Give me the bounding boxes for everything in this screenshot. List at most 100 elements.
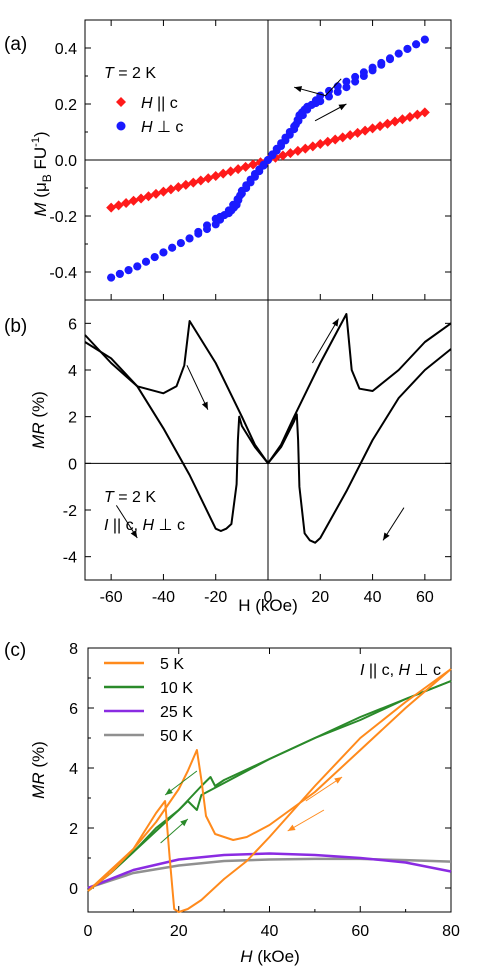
panel-c-curve-25-k (87, 852, 452, 890)
data-point-h-perp-c (246, 175, 255, 184)
data-point-h-par-c (203, 173, 214, 184)
legend-label-h-par-c: H || c (141, 95, 178, 112)
data-point-h-par-c (352, 127, 363, 138)
data-point-h-perp-c (342, 83, 351, 92)
data-point-h-perp-c (333, 82, 342, 91)
panel-b-annotation-geometry: I || c, H ⊥ c (104, 517, 185, 534)
data-point-h-par-c (136, 193, 147, 204)
data-point-h-par-c (315, 139, 326, 150)
panel-b-annotation-temperature: T = 2 K (104, 489, 156, 506)
panel-b-arrow-right-lower-head (383, 532, 390, 541)
data-point-h-par-c (233, 164, 244, 175)
data-point-h-perp-c (359, 68, 368, 77)
data-point-h-par-c (121, 198, 132, 209)
data-point-h-par-c (218, 168, 229, 179)
data-point-h-par-c (330, 134, 341, 145)
panel-a-ytick-labels: 0.4 0.2 0.0 -0.2 -0.4 (49, 41, 77, 282)
data-point-h-par-c (292, 145, 303, 156)
data-point-h-par-c (412, 109, 423, 120)
panel-c-plot (87, 647, 452, 913)
data-point-h-perp-c (333, 87, 342, 96)
data-point-h-par-c (225, 166, 236, 177)
panel-a-ytick-label: -0.2 (49, 209, 77, 226)
panel-b-ytick-label: 2 (68, 410, 77, 427)
data-point-h-perp-c (277, 139, 286, 148)
data-point-h-par-c (277, 150, 288, 161)
data-point-h-perp-c (290, 122, 299, 131)
panel-b-xtick-label: 40 (364, 589, 382, 606)
data-point-h-perp-c (420, 35, 429, 44)
data-point-h-par-c (307, 141, 318, 152)
panel-c-xtick-label: 40 (261, 923, 279, 940)
panel-c-arrow-orange-down-head (287, 824, 296, 831)
data-point-h-perp-c (281, 133, 290, 142)
panel-a-temperature: T = 2 K (104, 65, 156, 82)
data-point-h-par-c (165, 184, 176, 195)
panel-c-label: (c) (4, 640, 26, 661)
legend-label-5-k: 5 K (160, 656, 184, 673)
data-point-h-par-c (113, 200, 124, 211)
panel-c-curve-10-k-down (87, 680, 452, 892)
panel-b-xtick-label: 20 (311, 589, 329, 606)
data-point-h-perp-c (211, 220, 220, 229)
panel-b-arrow-left-upper-shaft (186, 365, 209, 410)
panel-b-ytick-label: 6 (68, 316, 77, 333)
data-point-h-perp-c (194, 227, 203, 236)
data-point-h-par-c (404, 111, 415, 122)
data-point-h-par-c (210, 170, 221, 181)
data-point-h-perp-c (115, 269, 124, 278)
panel-b-curve-sweep-down (84, 313, 452, 532)
data-point-h-par-c (180, 179, 191, 190)
data-point-h-par-c (419, 107, 430, 118)
panel-a-arrow-up-head (338, 104, 347, 111)
panel-c-arrow-green-down-head (165, 788, 173, 795)
panel-c-curve-5-k-down (87, 668, 452, 892)
data-point-h-perp-c (272, 144, 281, 153)
legend-marker-h-par-c (116, 97, 126, 107)
data-point-h-perp-c (342, 77, 351, 86)
panel-a-arrow-down-tail (325, 78, 342, 96)
panel-b-xtick-label: -20 (204, 589, 227, 606)
legend-label-25-k: 25 K (160, 704, 193, 721)
panel-c-curve-50-k (87, 857, 452, 890)
legend-label-50-k: 50 K (160, 728, 193, 745)
panel-c-arrow-green-up-head (180, 819, 188, 827)
panel-b-xtick-label: -60 (100, 589, 123, 606)
panel-c-xtick-label: 20 (170, 923, 188, 940)
panel-c-ytick-label: 0 (69, 881, 78, 898)
data-point-h-perp-c (168, 243, 177, 252)
data-point-h-par-c (158, 186, 169, 197)
data-point-h-perp-c (268, 150, 277, 159)
panel-b-ylabel: MR (%) (29, 391, 48, 449)
panel-c-arrow-orange-up-head (334, 777, 343, 784)
panel-b-ytick-label: 4 (68, 363, 77, 380)
svg-text:M (μB FU-1): M (μB FU-1) (30, 131, 54, 216)
data-point-h-par-c (285, 148, 296, 159)
legend-marker-h-perp-c (116, 121, 126, 131)
panel-b-ytick-labels: 6 4 2 0 -2 -4 (63, 316, 77, 566)
data-point-h-par-c (188, 177, 199, 188)
panel-a-label: (a) (4, 34, 27, 55)
panel-b-arrow-left-lower-head (130, 530, 138, 538)
data-point-h-perp-c (150, 253, 159, 262)
panel-c-xtick-label: 0 (84, 923, 93, 940)
data-point-h-perp-c (237, 186, 246, 195)
data-point-h-par-c (322, 136, 333, 147)
data-point-h-par-c (337, 132, 348, 143)
data-point-h-perp-c (412, 40, 421, 49)
panel-b-xtick-labels: -60 -40 -20 0 20 40 60 (100, 589, 434, 606)
panel-b-ytick-label: -2 (63, 503, 77, 520)
panel-a-ytick-label: 0.2 (55, 97, 77, 114)
data-point-h-par-c (375, 121, 386, 132)
panel-c-xtick-label: 60 (351, 923, 369, 940)
panel-b-plot (84, 299, 452, 581)
data-point-h-perp-c (142, 257, 150, 266)
data-point-h-perp-c (294, 116, 303, 125)
data-point-h-perp-c (403, 44, 412, 53)
panel-c-xlabel: H (kOe) (240, 947, 300, 966)
data-point-h-perp-c (124, 266, 133, 275)
data-point-h-perp-c (264, 156, 272, 164)
panel-c-xtick-labels: 0 20 40 60 80 (84, 923, 460, 940)
panel-b-arrow-left-upper-head (201, 401, 208, 410)
panel-a-ytick-label: 0.4 (55, 41, 77, 58)
